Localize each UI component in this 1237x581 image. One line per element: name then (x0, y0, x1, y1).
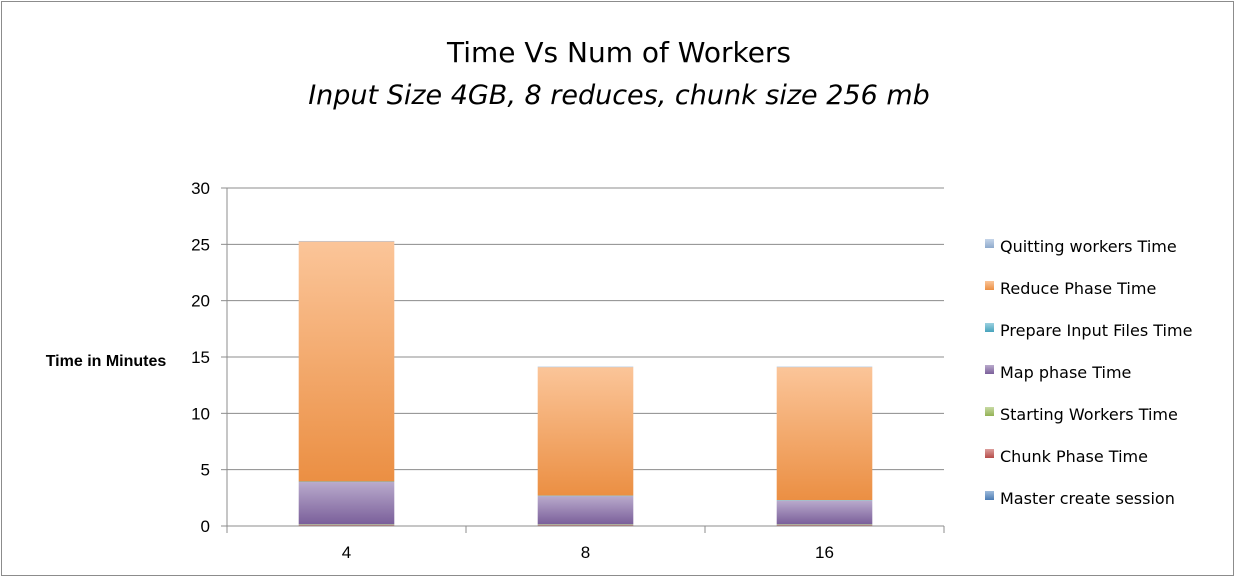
axes: 0 5 10 15 20 25 30 4 8 16 (191, 179, 945, 562)
bar-segment-map-phase-time-4 (298, 482, 395, 525)
bar-segment-reduce-phase-time-8 (537, 367, 634, 496)
legend-entry: Reduce Phase Time (1000, 279, 1156, 298)
legend-swatch (985, 323, 994, 332)
y-axis-label: Time in Minutes (46, 353, 167, 370)
y-tick-label: 25 (191, 235, 210, 254)
bar-segment-chunk-phase-time-16 (776, 524, 873, 526)
bars (298, 240, 873, 526)
bar-segment-reduce-phase-time-4 (298, 241, 395, 482)
legend-swatch (985, 239, 994, 248)
bar-segment-prepare-input-files-time-8 (537, 495, 634, 497)
legend-entry: Prepare Input Files Time (1000, 321, 1192, 340)
y-tick-label: 15 (191, 348, 210, 367)
bar-segment-quitting-workers-time-8 (537, 366, 634, 368)
legend-entry: Master create session (1000, 489, 1175, 508)
x-tick-label: 8 (581, 543, 590, 562)
legend-entry: Map phase Time (1000, 363, 1131, 382)
bar-segment-map-phase-time-8 (537, 496, 634, 525)
legend-entry: Quitting workers Time (1000, 237, 1177, 256)
legend-entry: Starting Workers Time (1000, 405, 1178, 424)
y-tick-label: 5 (201, 461, 210, 480)
y-tick-label: 10 (191, 404, 210, 423)
y-tick-label: 30 (191, 179, 210, 198)
y-tick-label: 20 (191, 292, 210, 311)
bar-segment-starting-workers-time-16 (776, 524, 873, 525)
bar-segment-quitting-workers-time-4 (298, 240, 395, 242)
bar-segment-prepare-input-files-time-16 (776, 500, 873, 501)
legend: Quitting workers Time Reduce Phase Time Pr… (985, 237, 1192, 508)
x-tick-label: 16 (815, 543, 834, 562)
legend-swatch (985, 491, 994, 500)
legend-swatch (985, 407, 994, 416)
legend-entry: Chunk Phase Time (1000, 447, 1148, 466)
bar-segment-starting-workers-time-8 (537, 524, 634, 525)
legend-swatch (985, 449, 994, 458)
x-tick-label: 4 (342, 543, 351, 562)
y-tick-label: 0 (201, 517, 210, 536)
bar-segment-starting-workers-time-4 (298, 524, 395, 525)
legend-swatch (985, 281, 994, 290)
bar-segment-reduce-phase-time-16 (776, 367, 873, 501)
chart-subtitle: Input Size 4GB, 8 reduces, chunk size 25… (308, 80, 930, 111)
bar-segment-chunk-phase-time-8 (537, 524, 634, 526)
bar-segment-prepare-input-files-time-4 (298, 481, 395, 483)
bar-segment-map-phase-time-16 (776, 500, 873, 525)
legend-swatch (985, 365, 994, 374)
bar-segment-chunk-phase-time-4 (298, 524, 395, 526)
bar-segment-quitting-workers-time-16 (776, 366, 873, 368)
chart-title: Time Vs Num of Workers (446, 36, 791, 69)
